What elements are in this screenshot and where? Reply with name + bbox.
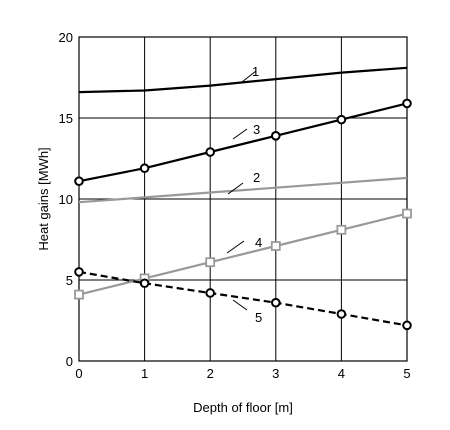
data-point bbox=[336, 224, 347, 235]
data-point bbox=[205, 147, 215, 157]
series-labels: 1 3 2 4 5 bbox=[226, 64, 262, 325]
data-point bbox=[74, 289, 84, 300]
y-tick-label: 20 bbox=[59, 30, 73, 45]
data-point bbox=[336, 309, 347, 319]
data-point bbox=[270, 241, 281, 251]
data-point bbox=[336, 114, 347, 125]
data-point bbox=[139, 278, 150, 289]
leader-line bbox=[232, 128, 248, 140]
x-tick-label: 5 bbox=[403, 366, 410, 381]
series-line bbox=[78, 212, 408, 296]
y-tick-label: 5 bbox=[66, 273, 73, 288]
x-tick-label: 0 bbox=[75, 366, 82, 381]
series-5 bbox=[74, 267, 412, 331]
data-point bbox=[402, 98, 412, 109]
data-point bbox=[74, 176, 84, 186]
series-label: 2 bbox=[253, 170, 260, 185]
x-tick-label: 1 bbox=[141, 366, 148, 381]
data-point bbox=[402, 320, 412, 331]
series-3 bbox=[74, 98, 412, 186]
data-point bbox=[402, 208, 412, 219]
data-point bbox=[139, 163, 150, 174]
series-label: 1 bbox=[252, 64, 259, 79]
leader-line bbox=[226, 240, 245, 254]
series-line bbox=[78, 66, 408, 94]
y-tick-label: 15 bbox=[59, 111, 73, 126]
series-label: 4 bbox=[255, 235, 262, 250]
series-label: 5 bbox=[255, 310, 262, 325]
series-label: 3 bbox=[253, 122, 260, 137]
data-point bbox=[271, 297, 281, 308]
leader-line bbox=[227, 182, 244, 195]
data-point bbox=[74, 267, 84, 277]
data-point bbox=[271, 131, 281, 141]
data-point bbox=[205, 288, 215, 298]
series-1 bbox=[78, 66, 408, 94]
series-line bbox=[78, 176, 408, 204]
y-tick-label: 10 bbox=[59, 192, 73, 207]
data-point bbox=[205, 257, 216, 268]
x-axis-title: Depth of floor [m] bbox=[193, 400, 293, 415]
plot-frame bbox=[78, 36, 408, 362]
x-tick-label: 4 bbox=[338, 366, 345, 381]
y-tick-label: 0 bbox=[66, 354, 73, 369]
y-axis-title: Heat gains [MWh] bbox=[36, 147, 51, 250]
series-line bbox=[78, 270, 408, 327]
series-4 bbox=[74, 208, 412, 300]
series-2 bbox=[78, 176, 408, 204]
x-tick-label: 2 bbox=[207, 366, 214, 381]
leader-line bbox=[232, 299, 248, 311]
leader-line bbox=[241, 70, 257, 83]
series-line bbox=[78, 102, 408, 183]
series-layer bbox=[74, 66, 412, 331]
x-tick-label: 3 bbox=[272, 366, 279, 381]
